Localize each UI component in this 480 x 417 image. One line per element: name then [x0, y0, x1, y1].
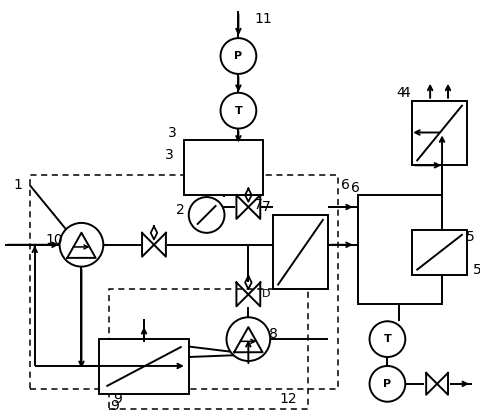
Text: 4: 4	[401, 86, 409, 100]
Text: 6: 6	[351, 181, 360, 195]
Circle shape	[60, 223, 103, 266]
Text: T: T	[235, 106, 242, 116]
Text: 7: 7	[254, 198, 263, 212]
Text: 8: 8	[269, 327, 277, 341]
Text: 5: 5	[466, 230, 474, 244]
Text: 10: 10	[46, 233, 63, 247]
Bar	[358, 195, 442, 304]
Bar	[412, 230, 467, 274]
Text: 6: 6	[341, 178, 350, 192]
Circle shape	[220, 93, 256, 128]
Text: P: P	[384, 379, 392, 389]
Circle shape	[227, 317, 270, 361]
Circle shape	[370, 366, 405, 402]
Text: 9: 9	[110, 399, 119, 413]
Text: 2: 2	[177, 203, 185, 217]
Text: 11: 11	[254, 12, 272, 26]
Bar	[109, 289, 308, 409]
Circle shape	[220, 38, 256, 74]
Bar	[412, 101, 467, 165]
Text: 7: 7	[262, 200, 271, 214]
Bar	[99, 339, 189, 394]
Text: T: T	[384, 334, 391, 344]
Text: 1: 1	[13, 178, 22, 192]
Text: 4: 4	[396, 86, 405, 100]
Bar	[30, 175, 338, 389]
Circle shape	[189, 197, 225, 233]
Bar	[184, 141, 263, 195]
Text: 12: 12	[279, 392, 297, 406]
Text: 9: 9	[113, 392, 121, 406]
Text: D: D	[262, 289, 270, 299]
Text: 3: 3	[165, 148, 173, 162]
Bar	[273, 215, 328, 289]
Circle shape	[370, 321, 405, 357]
Text: P: P	[234, 51, 242, 61]
Text: 3: 3	[168, 126, 176, 141]
Text: 5: 5	[472, 263, 480, 276]
